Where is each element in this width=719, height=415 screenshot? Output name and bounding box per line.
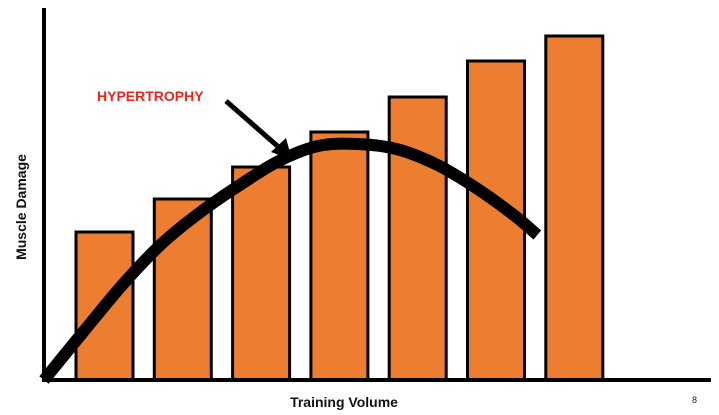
bar-4 (309, 130, 370, 382)
y-axis-title: Muscle Damage (13, 154, 29, 260)
annotation-arrow-shaft (224, 99, 284, 152)
bar-3 (231, 165, 292, 382)
annotation-arrow-head (271, 138, 292, 160)
annotation: HYPERTROPHY (97, 88, 292, 160)
x-axis-title: Training Volume (290, 394, 398, 410)
bar-7 (544, 34, 605, 382)
page-number: 8 (691, 395, 697, 405)
hypertrophy-label: HYPERTROPHY (97, 88, 204, 104)
hypertrophy-curve (39, 137, 542, 384)
bar-5 (387, 95, 448, 382)
